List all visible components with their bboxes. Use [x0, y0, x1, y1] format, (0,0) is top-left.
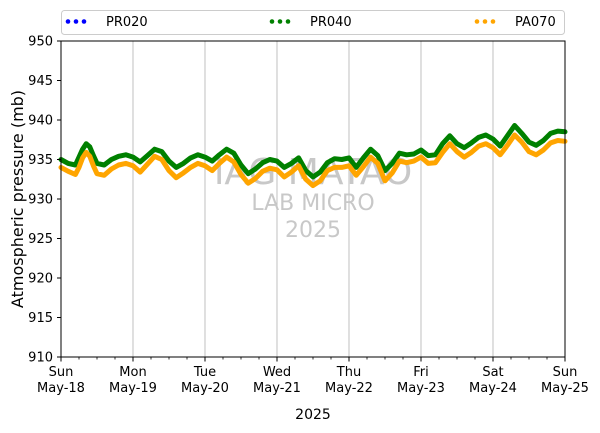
legend-marker-PA070-1	[482, 19, 488, 24]
y-axis: 910 915 920 925 930 935 940 945 950	[28, 35, 61, 366]
legend-label-PR040: PR040	[310, 15, 352, 30]
legend-marker-PR020-0	[65, 19, 71, 24]
watermark-line-3: 2025	[285, 218, 341, 243]
y-tick-label-910: 910	[28, 351, 53, 366]
legend-marker-PR040-1	[277, 19, 283, 24]
legend-marker-PR020-2	[81, 19, 87, 24]
x-tick-day-0: Sun	[49, 365, 74, 380]
legend-marker-PA070-0	[474, 19, 480, 24]
legend-frame	[61, 10, 565, 35]
x-tick-day-5: Fri	[413, 365, 429, 380]
legend-marker-PA070-2	[490, 19, 496, 24]
vertical-grid	[132, 41, 494, 357]
y-axis-label: Atmospheric pressure (mb)	[8, 90, 27, 308]
y-tick-label-925: 925	[28, 232, 53, 247]
legend: PR020 PR040 PA070	[61, 10, 565, 35]
x-tick-date-5: May-23	[397, 381, 445, 396]
y-tick-label-930: 930	[28, 193, 53, 208]
x-tick-day-6: Sat	[482, 365, 503, 380]
y-tick-label-935: 935	[28, 153, 53, 168]
x-tick-date-3: May-21	[253, 381, 301, 396]
y-tick-label-915: 915	[28, 311, 53, 326]
x-axis-label: 2025	[295, 407, 331, 423]
x-tick-date-6: May-24	[469, 381, 517, 396]
x-tick-date-0: May-18	[37, 381, 85, 396]
y-tick-label-920: 920	[28, 272, 53, 287]
legend-label-PR020: PR020	[106, 15, 148, 30]
x-tick-date-4: May-22	[325, 381, 373, 396]
x-tick-day-1: Mon	[119, 365, 146, 380]
legend-label-PA070: PA070	[515, 15, 556, 30]
watermark-line-2: LAB MICRO	[251, 191, 374, 216]
x-tick-day-3: Wed	[263, 365, 291, 380]
legend-marker-PR040-2	[285, 19, 291, 24]
x-tick-date-7: May-25	[541, 381, 589, 396]
series-line-PA070	[58, 132, 568, 189]
y-tick-label-940: 940	[28, 114, 53, 129]
x-tick-date-2: May-20	[181, 381, 229, 396]
series-layer	[58, 123, 568, 189]
series-line-PR040	[58, 123, 568, 180]
y-tick-label-945: 945	[28, 74, 53, 89]
x-tick-date-1: May-19	[109, 381, 157, 396]
y-tick-label-950: 950	[28, 35, 53, 50]
legend-marker-PR040-0	[269, 19, 275, 24]
x-tick-day-7: Sun	[553, 365, 578, 380]
legend-marker-PR020-1	[73, 19, 79, 24]
x-axis: SunMay-18MonMay-19TueMay-20WedMay-21ThuM…	[37, 357, 589, 396]
x-tick-day-4: Thu	[336, 365, 361, 380]
x-tick-day-2: Tue	[193, 365, 216, 380]
